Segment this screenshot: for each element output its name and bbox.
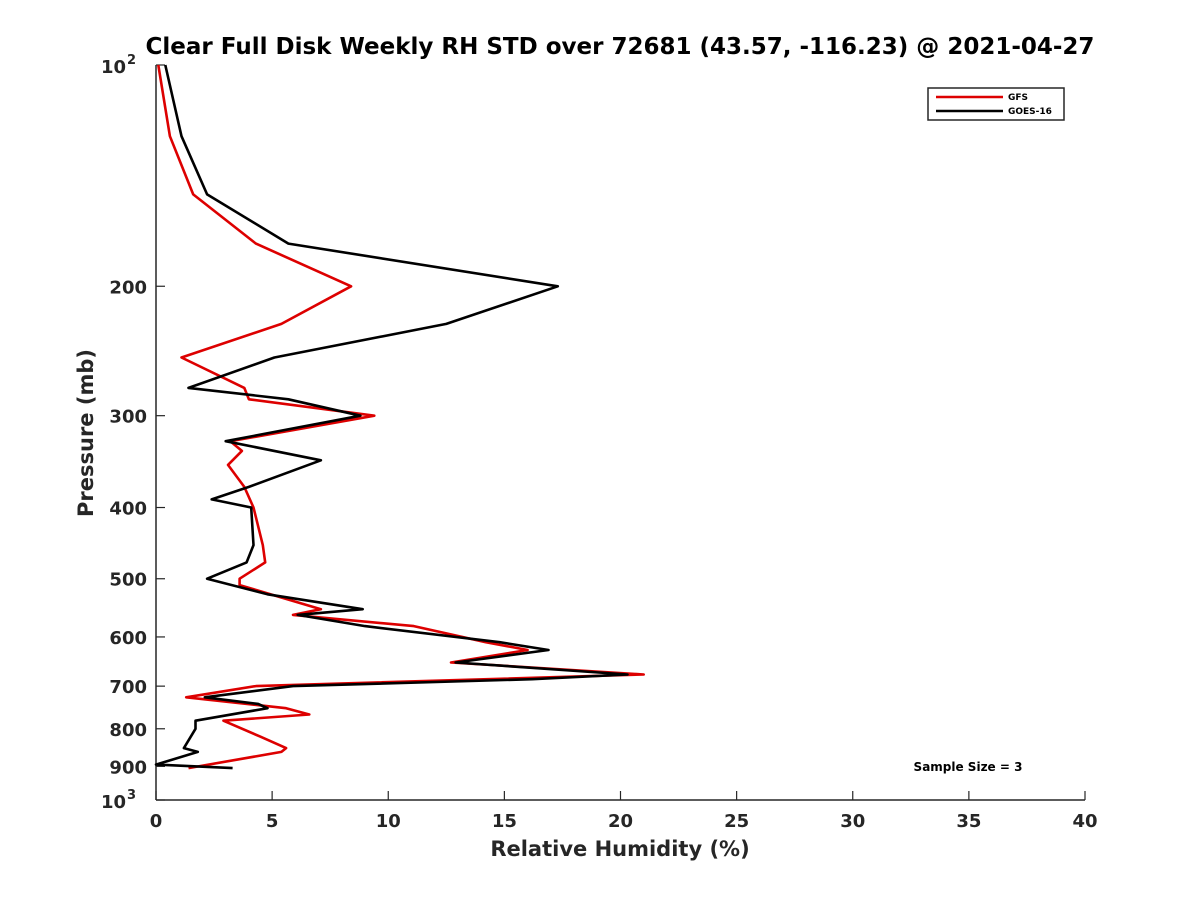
legend-box [927, 87, 1065, 121]
x-tick-label: 30 [840, 811, 865, 832]
y-tick-label: 600 [109, 628, 147, 649]
y-tick-label: 500 [109, 570, 147, 591]
x-tick-label: 15 [492, 811, 517, 832]
x-tick-label: 25 [724, 811, 749, 832]
x-axis-label: Relative Humidity (%) [490, 837, 749, 861]
legend-label-goes16: GOES-16 [1008, 107, 1052, 117]
y-axis-label: Pressure (mb) [74, 349, 98, 517]
y-tick-label: 900 [109, 757, 147, 778]
legend: GFS GOES-16 [927, 87, 1065, 121]
x-tick-label: 20 [608, 811, 633, 832]
y-tick-label: 10 [101, 792, 126, 813]
sample-size-note: Sample Size = 3 [914, 760, 1023, 774]
y-tick-label: 300 [109, 407, 147, 428]
y-tick-exponent: 2 [127, 53, 136, 68]
chart-title: Clear Full Disk Weekly RH STD over 72681… [146, 34, 1095, 60]
y-tick-label: 10 [101, 57, 126, 78]
series-line-gfs [157, 64, 646, 770]
y-tick-label: 700 [109, 677, 147, 698]
x-tick-label: 0 [150, 811, 163, 832]
x-tick-label: 10 [376, 811, 401, 832]
legend-label-gfs: GFS [1008, 93, 1028, 103]
y-tick-label: 800 [109, 720, 147, 741]
series-layer [154, 64, 646, 770]
x-tick-label: 40 [1072, 811, 1097, 832]
y-tick-exponent: 3 [127, 788, 136, 803]
series-line-goes16 [154, 64, 629, 770]
plot-area [155, 65, 1085, 801]
y-tick-label: 400 [109, 499, 147, 520]
x-tick-label: 35 [956, 811, 981, 832]
x-axis-ticks: 0 5 10 15 20 25 30 35 40 [150, 791, 1098, 832]
y-tick-label: 200 [109, 277, 147, 298]
x-tick-label: 5 [266, 811, 279, 832]
